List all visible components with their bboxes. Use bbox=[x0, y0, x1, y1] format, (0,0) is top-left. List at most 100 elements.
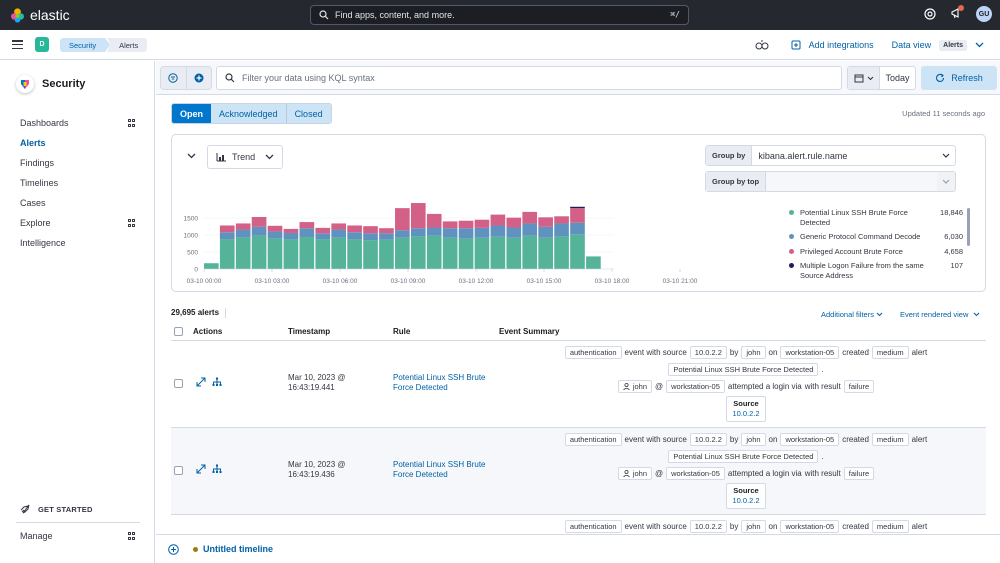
expand-icon[interactable] bbox=[196, 377, 206, 387]
ai-assistant-icon[interactable] bbox=[755, 39, 769, 51]
user-chip-label: john bbox=[632, 469, 647, 478]
user-chip[interactable]: john bbox=[741, 520, 766, 533]
group-by-select[interactable]: Group by kibana.alert.rule.name bbox=[705, 145, 956, 166]
column-timestamp[interactable]: Timestamp bbox=[288, 326, 331, 336]
chart-bar bbox=[379, 239, 394, 269]
refresh-button[interactable]: Refresh bbox=[921, 66, 997, 90]
summary-text: created bbox=[842, 435, 869, 444]
sidebar-item-alerts[interactable]: Alerts bbox=[20, 133, 135, 153]
host-chip[interactable]: workstation-05 bbox=[666, 380, 725, 393]
severity-chip[interactable]: medium bbox=[871, 433, 909, 446]
user-chip[interactable]: john bbox=[741, 346, 766, 359]
chart-bar bbox=[522, 211, 538, 224]
tab-open[interactable]: Open bbox=[172, 104, 212, 123]
host-chip[interactable]: workstation-05 bbox=[780, 520, 840, 533]
column-rule[interactable]: Rule bbox=[393, 326, 411, 336]
legend-scrollbar[interactable] bbox=[967, 208, 970, 246]
sidebar-item-dashboards[interactable]: Dashboards bbox=[20, 113, 135, 133]
event-category-chip[interactable]: authentication bbox=[564, 433, 622, 446]
additional-filters-button[interactable]: Additional filters bbox=[821, 310, 883, 319]
user-avatar[interactable]: GU bbox=[976, 6, 992, 22]
chart-bar bbox=[267, 238, 283, 269]
expand-icon[interactable] bbox=[196, 464, 206, 474]
row-rule-link[interactable]: Potential Linux SSH Brute Force Detected bbox=[393, 373, 486, 392]
source-box[interactable]: Source 10.0.2.2 bbox=[726, 395, 766, 422]
row-checkbox[interactable] bbox=[174, 466, 183, 475]
timeline-title[interactable]: Untitled timeline bbox=[203, 544, 274, 554]
legend-item[interactable]: Privileged Account Brute Force 4,658 bbox=[789, 247, 963, 257]
source-ip-chip[interactable]: 10.0.2.2 bbox=[689, 520, 727, 533]
alerts-count-label: 29,695 alerts bbox=[171, 308, 220, 318]
date-range-label[interactable]: Today bbox=[885, 73, 910, 83]
rule-name-chip[interactable]: Potential Linux SSH Brute Force Detected bbox=[668, 450, 819, 463]
host-chip[interactable]: workstation-05 bbox=[780, 346, 840, 359]
user-chip[interactable]: john bbox=[741, 433, 766, 446]
host-chip[interactable]: workstation-05 bbox=[780, 433, 840, 446]
source-label: Source bbox=[733, 485, 759, 495]
help-icon[interactable] bbox=[924, 8, 936, 20]
x-tick-label: 03-10 21:00 bbox=[663, 278, 698, 285]
row-rule-link[interactable]: Potential Linux SSH Brute Force Detected bbox=[393, 460, 486, 479]
user-chip[interactable]: john bbox=[617, 467, 652, 480]
rule-name-chip[interactable]: Potential Linux SSH Brute Force Detected bbox=[668, 363, 819, 376]
source-ip: 10.0.2.2 bbox=[732, 408, 760, 418]
outcome-chip[interactable]: failure bbox=[843, 467, 875, 480]
space-avatar[interactable]: D bbox=[35, 37, 49, 52]
event-rendered-view-button[interactable]: Event rendered view bbox=[900, 310, 980, 319]
host-chip[interactable]: workstation-05 bbox=[666, 467, 725, 480]
legend-item[interactable]: Generic Protocol Command Decode 6,030 bbox=[789, 232, 963, 242]
date-quick-menu[interactable] bbox=[848, 67, 880, 89]
legend-item[interactable]: Multiple Logon Failure from the same Sou… bbox=[789, 261, 963, 280]
analyze-graph-icon[interactable] bbox=[212, 464, 222, 474]
breadcrumb-security[interactable]: Security bbox=[60, 38, 111, 52]
source-ip-chip[interactable]: 10.0.2.2 bbox=[689, 433, 727, 446]
outcome-chip[interactable]: failure bbox=[843, 380, 875, 393]
date-picker[interactable]: Today bbox=[847, 66, 916, 90]
sidebar-item-intelligence[interactable]: Intelligence bbox=[20, 233, 135, 253]
chevron-down-icon bbox=[942, 153, 950, 158]
event-category-chip[interactable]: authentication bbox=[564, 346, 622, 359]
chart-bar bbox=[474, 219, 490, 228]
row-checkbox[interactable] bbox=[174, 379, 183, 388]
add-filter-button[interactable] bbox=[187, 67, 212, 89]
column-event-summary[interactable]: Event Summary bbox=[499, 326, 560, 336]
sidebar-item-cases[interactable]: Cases bbox=[20, 193, 135, 213]
chart-bar bbox=[490, 214, 506, 226]
add-timeline-icon[interactable] bbox=[168, 544, 179, 555]
chart-bar bbox=[251, 216, 267, 227]
legend-item[interactable]: Potential Linux SSH Brute Force Detected… bbox=[789, 208, 963, 227]
menu-toggle-icon[interactable] bbox=[12, 40, 23, 49]
sidebar-item-timelines[interactable]: Timelines bbox=[20, 173, 135, 193]
chart-bar bbox=[570, 208, 585, 223]
tab-closed[interactable]: Closed bbox=[285, 104, 331, 123]
get-started-link[interactable]: GET STARTED bbox=[20, 504, 93, 514]
elastic-logo[interactable]: elastic bbox=[10, 7, 70, 23]
trend-label: Trend bbox=[232, 152, 256, 162]
data-view-value[interactable]: Alerts bbox=[939, 39, 967, 51]
user-chip[interactable]: john bbox=[617, 380, 652, 393]
nav-item-manage[interactable]: Manage bbox=[20, 531, 135, 541]
sidebar-item-findings[interactable]: Findings bbox=[20, 153, 135, 173]
chevron-down-icon[interactable] bbox=[975, 42, 984, 48]
select-all-checkbox[interactable] bbox=[174, 326, 183, 336]
column-actions: Actions bbox=[193, 326, 223, 336]
source-box[interactable]: Source 10.0.2.2 bbox=[726, 482, 766, 509]
kql-search-input[interactable]: Filter your data using KQL syntax bbox=[216, 66, 842, 90]
chevron-down-icon bbox=[867, 76, 873, 80]
tab-acknowledged[interactable]: Acknowledged bbox=[211, 104, 286, 123]
news-feed-button[interactable] bbox=[950, 5, 964, 21]
severity-chip[interactable]: medium bbox=[871, 346, 909, 359]
source-ip-chip[interactable]: 10.0.2.2 bbox=[689, 346, 727, 359]
saved-query-button[interactable] bbox=[161, 67, 187, 89]
event-category-chip[interactable]: authentication bbox=[564, 520, 622, 533]
analyze-graph-icon[interactable] bbox=[212, 377, 222, 387]
view-selector-trend[interactable]: Trend bbox=[207, 145, 283, 169]
notification-dot bbox=[958, 5, 964, 11]
group-by-top-select[interactable]: Group by top bbox=[705, 171, 956, 192]
collapse-toggle[interactable] bbox=[187, 151, 196, 161]
chart-bar bbox=[426, 227, 442, 236]
severity-chip[interactable]: medium bbox=[871, 520, 909, 533]
add-integrations-link[interactable]: Add integrations bbox=[808, 40, 874, 50]
sidebar-item-explore[interactable]: Explore bbox=[20, 213, 135, 233]
global-search-input[interactable]: Find apps, content, and more. ⌘/ bbox=[310, 5, 689, 25]
